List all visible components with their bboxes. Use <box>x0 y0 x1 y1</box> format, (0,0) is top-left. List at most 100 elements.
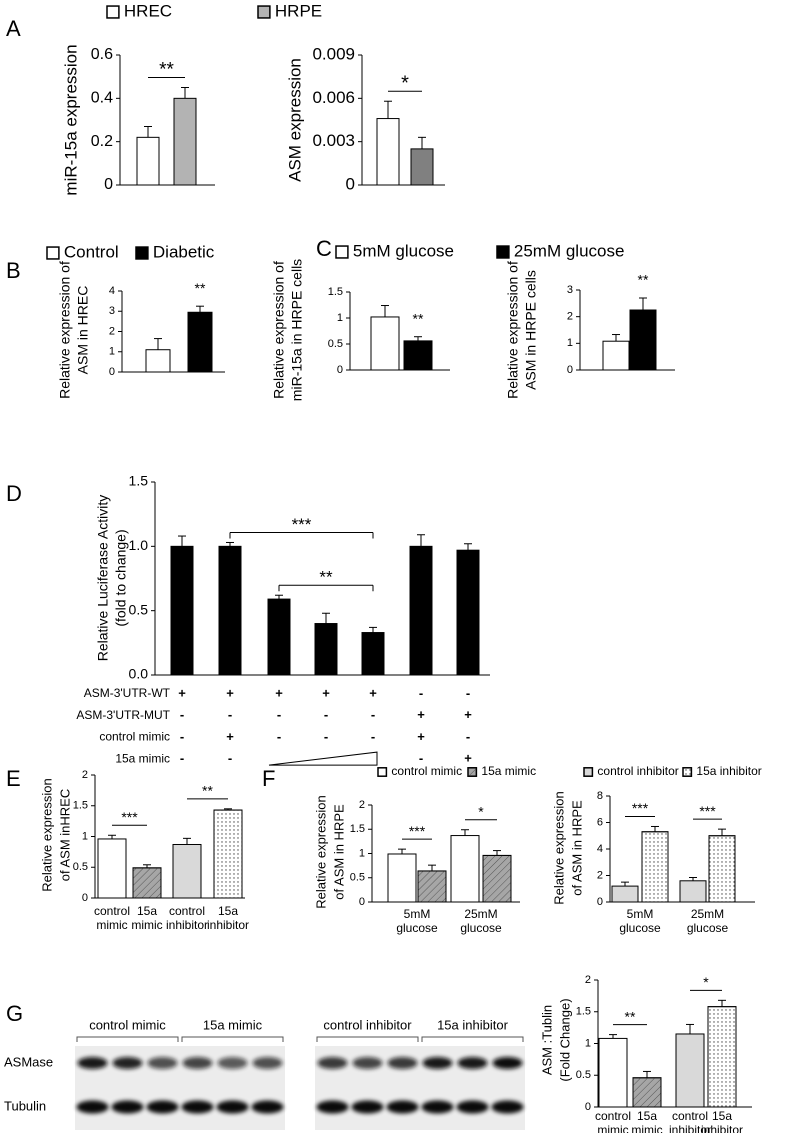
y-axis-label: Relative expression of <box>505 261 521 399</box>
x-tick-label: control <box>169 904 205 918</box>
y-tick-label: 0 <box>346 174 355 193</box>
panel-label: F <box>262 766 275 791</box>
blot-group-bracket <box>76 1036 179 1042</box>
bar <box>187 311 213 373</box>
bar <box>172 843 202 899</box>
blot-background <box>75 1046 285 1130</box>
blot-band <box>387 1057 418 1069</box>
x-tick-label: inhibitor <box>166 918 208 932</box>
blot-band <box>386 1100 419 1114</box>
blot-band <box>316 1100 349 1114</box>
blot-band <box>457 1057 488 1069</box>
y-tick-label: 0.006 <box>312 88 355 107</box>
bar <box>145 349 171 373</box>
legend-label: Control <box>64 242 119 261</box>
legend-label: control mimic <box>391 764 462 778</box>
significance-label: ** <box>202 783 213 799</box>
condition-cell: - <box>180 729 184 744</box>
y-tick-label: 2 <box>82 769 88 781</box>
blot-band <box>217 1057 248 1069</box>
blot-group-bracket <box>316 1036 419 1042</box>
x-tick-label: glucose <box>687 921 729 935</box>
x-tick-label: 15a <box>218 904 238 918</box>
y-tick-label: 1.5 <box>576 1006 591 1018</box>
y-tick-label: 2 <box>585 974 591 986</box>
blot-band <box>422 1057 453 1069</box>
y-tick-label: 0 <box>109 366 115 378</box>
y-axis-label: Relative Luciferase Activity <box>95 495 111 662</box>
condition-cell: - <box>371 729 375 744</box>
legend-swatch <box>257 5 271 19</box>
panel-label: B <box>6 258 21 283</box>
condition-cell: - <box>277 729 281 744</box>
bar <box>675 1033 705 1108</box>
condition-cell: + <box>275 685 283 700</box>
blot-band <box>77 1057 108 1069</box>
condition-label: ASM-3'UTR-MUT <box>76 708 170 722</box>
significance-label: * <box>703 974 709 990</box>
bar-pattern <box>417 870 447 903</box>
y-tick-label: 0.5 <box>328 338 343 350</box>
y-tick-label: 2 <box>597 869 603 881</box>
legend-label: HREC <box>124 1 172 20</box>
x-tick-label: inhibitor <box>701 1123 743 1133</box>
y-axis-label: Relative expression <box>39 778 54 891</box>
blot-group-label: control inhibitor <box>323 1017 412 1032</box>
significance-label: ** <box>638 272 649 288</box>
significance-label: ** <box>159 60 174 81</box>
blot-row-label: Tubulin <box>4 1098 46 1113</box>
y-tick-label: 3 <box>567 284 573 296</box>
bar <box>611 885 639 903</box>
blot-band <box>251 1100 284 1114</box>
x-tick-label: inhibitor <box>669 1123 711 1133</box>
x-tick-label: mimic <box>96 918 127 932</box>
y-tick-label: 0 <box>104 176 113 193</box>
blot-group-label: 15a mimic <box>203 1017 263 1032</box>
y-tick-label: 1.5 <box>129 473 149 489</box>
y-tick-label: 4 <box>597 843 603 855</box>
bar <box>136 136 160 186</box>
bar <box>409 545 433 676</box>
panel-label: D <box>6 481 22 506</box>
y-tick-label: 0.6 <box>91 46 113 63</box>
bar <box>602 340 630 371</box>
condition-cell: - <box>324 729 328 744</box>
bar <box>314 623 338 676</box>
blot-band <box>491 1100 524 1114</box>
blot-group-label: control mimic <box>89 1017 166 1032</box>
condition-cell: + <box>464 751 472 766</box>
blot-band <box>146 1100 179 1114</box>
y-tick-label: 2 <box>109 325 115 337</box>
y-axis-label: of ASM inHREC <box>57 789 72 881</box>
legend-swatch <box>377 767 388 777</box>
y-axis-label: miR-15a expression <box>61 44 80 195</box>
x-tick-label: inhibitor <box>207 918 249 932</box>
y-tick-label: 1 <box>109 346 115 358</box>
panel-label: G <box>6 1001 23 1026</box>
condition-cell: + <box>226 729 234 744</box>
blot-band <box>111 1100 144 1114</box>
legend-pattern <box>467 767 477 777</box>
bar <box>173 97 197 186</box>
condition-cell: - <box>371 707 375 722</box>
bar <box>598 1037 628 1108</box>
blot-band <box>76 1100 109 1114</box>
y-tick-label: 0 <box>585 1101 591 1113</box>
y-tick-label: 0.003 <box>312 131 355 150</box>
bar <box>267 598 291 676</box>
bar-pattern <box>132 867 162 899</box>
x-tick-label: control <box>94 904 130 918</box>
y-axis-label: (fold to change) <box>113 529 129 626</box>
y-axis-label: Relative expression <box>551 791 566 904</box>
condition-cell: + <box>417 729 425 744</box>
y-tick-label: 2 <box>567 311 573 323</box>
y-tick-label: 1.5 <box>73 800 88 812</box>
significance-label: ** <box>625 1008 636 1024</box>
legend-swatch <box>46 246 60 260</box>
y-tick-label: 2 <box>359 799 365 811</box>
x-tick-label: 5mM <box>627 907 654 921</box>
bar <box>218 545 242 676</box>
blot-band <box>252 1057 283 1069</box>
x-tick-label: 5mM <box>404 907 431 921</box>
x-tick-label: mimic <box>597 1123 628 1133</box>
